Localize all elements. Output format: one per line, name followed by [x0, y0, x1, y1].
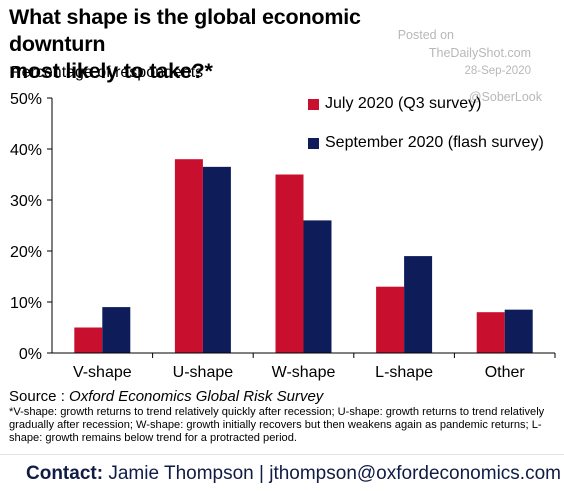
- contact-divider: [0, 454, 564, 455]
- x-tick-label: U-shape: [173, 364, 234, 381]
- watermark-site: TheDailyShot.com: [428, 46, 531, 60]
- source-name: Oxford Economics Global Risk Survey: [69, 388, 324, 405]
- bar-l-shape-series-1: [376, 286, 405, 353]
- contact-text: Jamie Thompson | jthompson@oxfordeconomi…: [103, 463, 561, 484]
- bar-other-series-2: [504, 309, 533, 353]
- y-tick-label: 40%: [10, 142, 42, 159]
- bar-w-shape-series-1: [275, 174, 304, 353]
- x-tick-label: Other: [485, 364, 526, 381]
- watermark-handle: @SoberLook: [468, 90, 542, 104]
- chart-title-line-2: most likely to take?*: [9, 59, 213, 83]
- footnote: *V-shape: growth returns to trend relati…: [9, 406, 545, 444]
- legend-label-september: September 2020 (flash survey): [325, 134, 544, 151]
- legend-label-july: July 2020 (Q3 survey): [325, 95, 482, 112]
- y-tick-label: 50%: [10, 91, 42, 108]
- bar-u-shape-series-1: [174, 159, 203, 353]
- bar-v-shape-series-2: [102, 307, 131, 353]
- watermark-posted-on: Posted on: [397, 28, 454, 42]
- x-tick-label: V-shape: [73, 364, 132, 381]
- y-tick-label: 10%: [10, 295, 42, 312]
- chart-subtitle: Percentage of respondents: [11, 64, 204, 81]
- chart-title: What shape is the global economic downtu…: [9, 4, 429, 85]
- source-line: Source : Oxford Economics Global Risk Su…: [9, 388, 323, 405]
- watermark-date: 28-Sep-2020: [464, 65, 532, 77]
- legend-swatch-september: [308, 137, 319, 149]
- bar-chart: 0% 10% 20% 30% 40% 50% V-shape U-shape W-shape L…: [10, 91, 556, 381]
- bar-other-series-1: [476, 312, 505, 353]
- y-tick-label: 20%: [10, 244, 42, 261]
- legend-item-july: July 2020 (Q3 survey): [308, 95, 482, 113]
- x-tick-label: W-shape: [272, 364, 336, 381]
- contact-line: Contact: Jamie Thompson | jthompson@oxfo…: [26, 463, 561, 485]
- y-tick-label: 0%: [19, 346, 42, 363]
- y-tick-label: 30%: [10, 193, 42, 210]
- chart-title-line-1: What shape is the global economic downtu…: [9, 5, 361, 56]
- bar-w-shape-series-2: [303, 220, 332, 353]
- bar-v-shape-series-1: [74, 327, 103, 353]
- x-tick-label: L-shape: [375, 364, 433, 381]
- legend-swatch-july: [308, 98, 319, 110]
- source-prefix: Source :: [9, 388, 70, 405]
- bar-l-shape-series-2: [404, 256, 433, 353]
- contact-label: Contact:: [26, 463, 104, 484]
- bar-u-shape-series-2: [202, 166, 231, 353]
- legend-item-september: September 2020 (flash survey): [308, 134, 544, 152]
